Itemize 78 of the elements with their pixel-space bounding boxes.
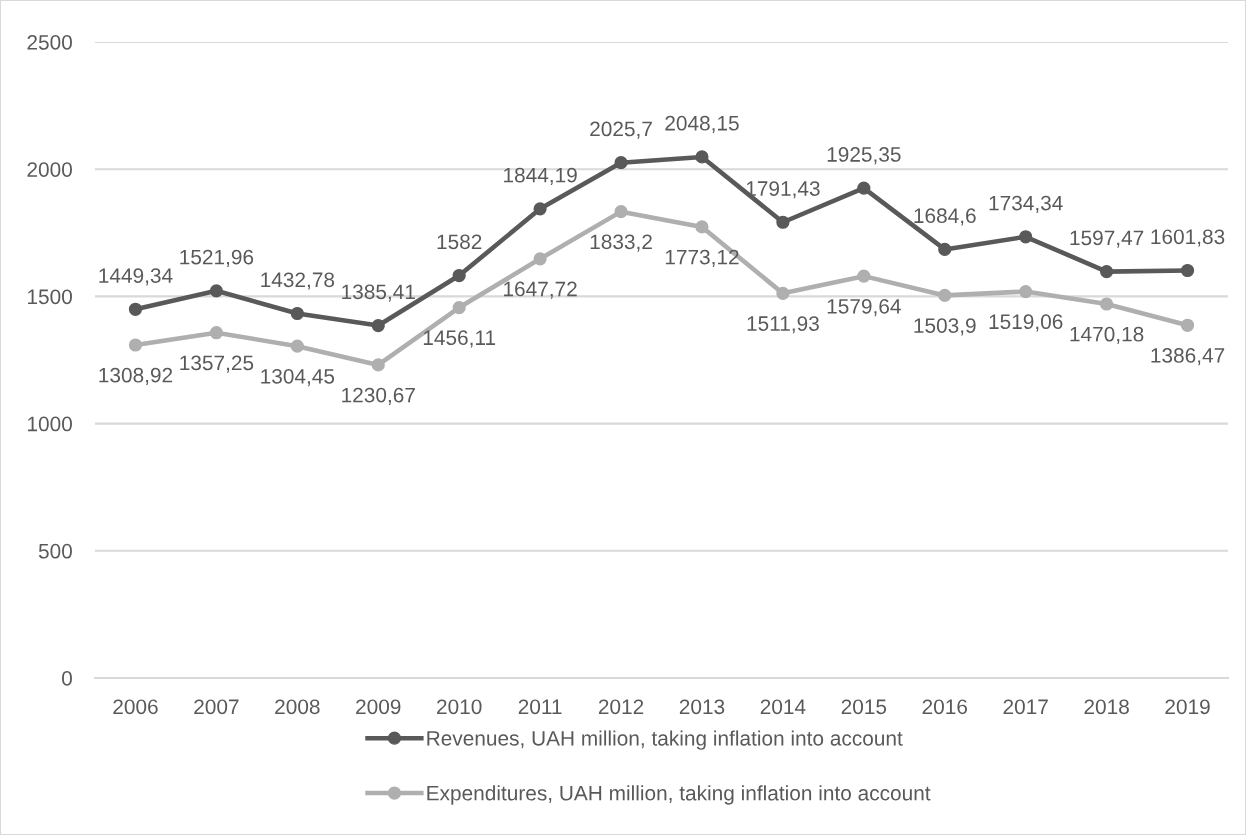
point	[128, 338, 143, 352]
y-tick-label: 500	[38, 543, 72, 559]
point	[938, 288, 952, 303]
x-tick-label: 2006	[113, 699, 158, 715]
point	[695, 150, 709, 164]
x-tick-label: 2016	[922, 699, 968, 715]
data-label: 1511,93	[747, 316, 819, 334]
point	[614, 156, 628, 170]
data-label: 1601,83	[1151, 229, 1225, 247]
x-tick-label: 2017	[1003, 699, 1048, 715]
point	[1019, 230, 1033, 244]
x-tick-label: 2018	[1084, 699, 1129, 715]
point	[1100, 265, 1114, 279]
data-label: 1844,19	[504, 167, 577, 185]
data-label: 1449,34	[99, 268, 173, 286]
data-label: 1582	[437, 234, 482, 250]
data-label: 1773,12	[665, 249, 739, 267]
data-label: 1579,64	[827, 298, 901, 317]
point	[776, 286, 790, 300]
data-label: 1925,35	[827, 147, 901, 165]
x-tick-label: 2008	[275, 699, 320, 715]
data-label: 1734,34	[989, 195, 1063, 213]
data-label: 1503,9	[914, 318, 976, 336]
data-label: 1230,67	[342, 387, 415, 405]
data-label: 2025,7	[590, 121, 652, 139]
x-tick-label: 2015	[841, 699, 887, 715]
data-label: 1432,78	[261, 272, 335, 290]
point	[128, 302, 143, 316]
x-tick-label: 2013	[679, 699, 725, 715]
data-label: 2048,15	[665, 115, 739, 134]
x-tick-label: 2007	[194, 699, 239, 715]
data-label: 1519,06	[989, 314, 1063, 332]
y-tick-label: 2500	[27, 35, 72, 50]
legend-label: Expenditures, UAH million, taking inflation into account	[427, 785, 931, 805]
y-tick-label: 0	[62, 671, 72, 686]
point	[209, 326, 223, 340]
data-label: 1385,41	[342, 284, 415, 302]
x-tick-label: 2014	[760, 699, 806, 715]
data-label: 1304,45	[261, 368, 335, 387]
data-label: 1597,47	[1070, 230, 1144, 248]
data-label: 1456,11	[423, 330, 496, 348]
data-label: 1791,43	[746, 181, 820, 199]
data-label: 1357,25	[180, 355, 254, 373]
point	[1100, 297, 1114, 311]
point	[857, 181, 871, 195]
point	[695, 220, 709, 234]
point	[938, 242, 952, 257]
data-label: 1833,2	[590, 234, 652, 252]
point	[614, 205, 628, 219]
point	[533, 202, 547, 216]
y-tick-label: 2000	[27, 162, 72, 177]
data-label: 1684,6	[914, 208, 976, 226]
x-tick-label: 2011	[518, 699, 562, 715]
point	[533, 252, 547, 266]
point	[1180, 263, 1195, 278]
point	[452, 268, 466, 283]
x-tick-label: 2009	[356, 699, 401, 715]
data-label: 1386,47	[1151, 348, 1225, 366]
point	[290, 306, 304, 321]
point	[776, 215, 790, 229]
point	[371, 318, 385, 333]
point	[857, 269, 871, 283]
point	[1180, 318, 1195, 332]
point	[371, 358, 385, 372]
point	[290, 339, 304, 353]
point	[452, 300, 466, 315]
legend-label: Revenues, UAH million, taking inflation into account	[427, 730, 903, 750]
x-tick-label: 2019	[1165, 699, 1210, 715]
y-tick-label: 1500	[28, 289, 72, 305]
data-label: 1470,18	[1070, 326, 1144, 344]
point	[1019, 284, 1033, 299]
x-tick-label: 2010	[437, 699, 482, 715]
x-tick-label: 2012	[598, 699, 644, 715]
data-label: 1521,96	[180, 249, 254, 267]
point	[209, 284, 223, 298]
y-tick-label: 1000	[28, 416, 72, 432]
data-label: 1647,72	[504, 281, 577, 299]
data-label: 1308,92	[99, 367, 173, 386]
